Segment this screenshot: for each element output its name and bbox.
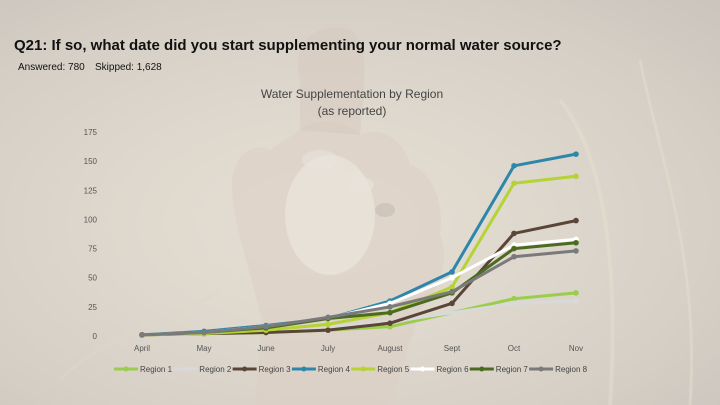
data-point xyxy=(449,300,455,307)
data-point xyxy=(573,298,579,304)
data-point xyxy=(511,163,517,169)
y-tick-label: 75 xyxy=(88,245,97,254)
data-point xyxy=(449,274,455,281)
data-point xyxy=(511,245,517,252)
data-point xyxy=(573,151,579,157)
legend: Region 1 Region 2 Region 3 Region 4 Region 5… xyxy=(114,365,588,374)
data-point xyxy=(387,309,393,316)
data-point xyxy=(573,248,579,254)
series-line-6 xyxy=(141,237,577,337)
data-point xyxy=(511,295,517,302)
series-line-1 xyxy=(141,291,577,337)
chart-title-line1: Water Supplementation by Region xyxy=(261,87,443,101)
y-tick-label: 150 xyxy=(84,157,98,166)
chart-title-line2: (as reported) xyxy=(318,104,387,118)
y-axis: 0 25 50 75 100 125 150 175 xyxy=(84,128,98,341)
legend-label: Region 7 xyxy=(496,365,529,374)
legend-marker xyxy=(538,366,544,372)
data-point xyxy=(325,321,331,328)
legend-marker xyxy=(301,366,307,372)
legend-marker xyxy=(182,366,188,372)
legend-marker xyxy=(360,366,366,372)
legend-label: Region 6 xyxy=(437,365,470,374)
series-lines xyxy=(139,151,579,338)
data-point xyxy=(573,217,579,224)
x-tick-label: August xyxy=(378,344,404,353)
data-point xyxy=(263,323,269,330)
y-tick-label: 125 xyxy=(84,186,98,195)
legend-label: Region 1 xyxy=(140,365,173,374)
data-point xyxy=(449,269,455,275)
x-tick-label: April xyxy=(134,344,150,353)
legend-marker xyxy=(242,366,248,372)
y-tick-label: 0 xyxy=(93,332,98,341)
data-point xyxy=(139,332,145,338)
x-axis: April May June July August Sept Oct Nov xyxy=(134,344,583,353)
legend-label: Region 3 xyxy=(259,365,292,374)
legend-label: Region 5 xyxy=(377,365,410,374)
skipped-count: Skipped: 1,628 xyxy=(95,62,162,73)
series-line-8 xyxy=(141,249,577,337)
data-point xyxy=(573,290,579,296)
x-tick-label: Nov xyxy=(569,344,583,353)
x-tick-label: July xyxy=(321,344,335,353)
legend-label: Region 2 xyxy=(199,365,232,374)
y-tick-label: 175 xyxy=(84,128,98,137)
question-title: Q21: If so, what date did you start supp… xyxy=(14,37,562,54)
data-point xyxy=(511,180,517,187)
data-point xyxy=(201,329,207,336)
data-point xyxy=(387,320,393,326)
data-point xyxy=(325,314,331,321)
series-line-7 xyxy=(141,241,577,337)
x-tick-label: Oct xyxy=(508,344,521,353)
y-tick-label: 25 xyxy=(88,303,97,312)
legend-marker xyxy=(479,366,485,372)
legend-label: Region 4 xyxy=(318,365,351,374)
data-point xyxy=(449,284,455,290)
data-point xyxy=(325,327,331,333)
legend-marker xyxy=(420,366,425,372)
y-tick-label: 100 xyxy=(84,215,98,224)
data-point xyxy=(511,253,517,260)
y-tick-label: 50 xyxy=(88,274,97,283)
legend-label: Region 8 xyxy=(555,365,588,374)
answered-count: Answered: 780 xyxy=(18,62,85,73)
x-tick-label: June xyxy=(257,344,275,353)
legend-marker xyxy=(123,366,129,372)
data-point xyxy=(449,309,455,316)
data-point xyxy=(573,239,579,246)
data-point xyxy=(573,173,579,180)
data-point xyxy=(449,288,455,295)
data-point xyxy=(387,304,393,310)
series-line-4 xyxy=(141,152,577,337)
x-tick-label: Sept xyxy=(444,344,461,353)
x-tick-label: May xyxy=(196,344,211,353)
data-point xyxy=(511,300,517,307)
data-point xyxy=(511,230,517,237)
